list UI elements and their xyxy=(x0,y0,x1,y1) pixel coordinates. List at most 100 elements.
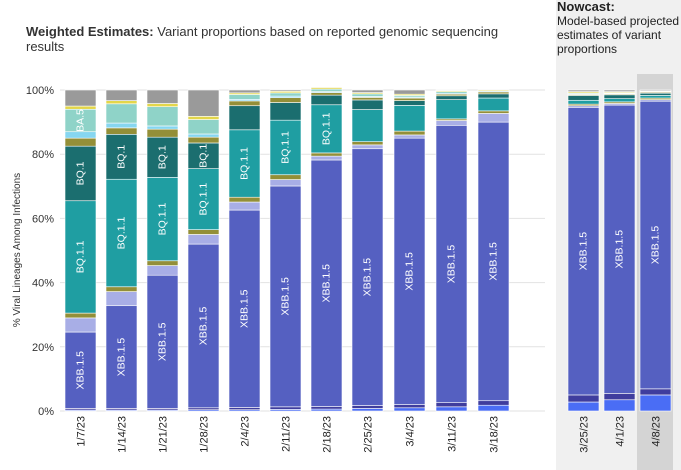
bar-segment[interactable] xyxy=(105,286,138,292)
bar-segment[interactable] xyxy=(351,89,384,93)
bar-2/4/23[interactable] xyxy=(228,89,261,412)
bar-segment-BQ.1.1[interactable] xyxy=(269,119,302,176)
bar-segment[interactable] xyxy=(393,89,426,95)
bar-segment[interactable] xyxy=(393,407,426,412)
bar-segment-XBB.1.5[interactable] xyxy=(351,148,384,406)
bar-segment-BQ.1[interactable] xyxy=(603,94,636,99)
bar-segment[interactable] xyxy=(228,89,261,94)
bar-segment-BA.5[interactable] xyxy=(187,119,220,135)
bar-segment[interactable] xyxy=(351,141,384,146)
bar-segment-XBB.1.5[interactable] xyxy=(639,100,672,390)
bar-segment-BQ.1[interactable] xyxy=(393,100,426,106)
bar-segment[interactable] xyxy=(228,100,261,107)
bar-segment[interactable] xyxy=(187,136,220,144)
bar-segment-BQ.1.1[interactable] xyxy=(64,200,97,314)
bar-segment[interactable] xyxy=(228,196,261,203)
bar-segment-BQ.1.1[interactable] xyxy=(146,177,179,262)
bar-segment-XBB.1.5[interactable] xyxy=(187,243,220,409)
bar-segment-BA.5[interactable] xyxy=(351,93,384,97)
bar-segment[interactable] xyxy=(146,128,179,138)
bar-segment-BQ.1[interactable] xyxy=(146,136,179,178)
bar-segment-BQ.1.1[interactable] xyxy=(105,178,138,288)
bar-segment[interactable] xyxy=(310,92,343,96)
bar-segment[interactable] xyxy=(639,388,672,396)
bar-segment-BQ.1.1[interactable] xyxy=(310,104,343,154)
bar-segment[interactable] xyxy=(567,89,600,92)
bar-segment[interactable] xyxy=(64,137,97,147)
bar-segment[interactable] xyxy=(435,89,468,91)
bar-segment[interactable] xyxy=(351,144,384,150)
bar-segment[interactable] xyxy=(146,89,179,104)
bar-segment-BA.5[interactable] xyxy=(310,88,343,92)
bar-2/25/23[interactable] xyxy=(351,89,384,412)
bar-segment-BQ.1[interactable] xyxy=(351,99,384,110)
bar-segment[interactable] xyxy=(269,174,302,180)
bar-segment-XBB.1.5[interactable] xyxy=(567,107,600,396)
bar-segment-BQ.1.1[interactable] xyxy=(187,168,220,230)
bar-3/25/23[interactable] xyxy=(567,89,600,412)
bar-segment-BQ.1[interactable] xyxy=(310,94,343,106)
bar-4/8/23[interactable] xyxy=(639,89,672,412)
bar-segment[interactable] xyxy=(567,401,600,412)
bar-1/7/23[interactable] xyxy=(64,89,97,412)
bar-segment[interactable] xyxy=(187,116,220,120)
bar-3/18/23[interactable] xyxy=(477,89,510,412)
bar-segment[interactable] xyxy=(351,405,384,409)
bar-segment-XBB.1.5[interactable] xyxy=(105,305,138,409)
bar-segment-BA.5[interactable] xyxy=(228,94,261,100)
bar-segment-BQ.1[interactable] xyxy=(435,95,468,100)
bar-segment[interactable] xyxy=(64,317,97,333)
bar-segment-BQ.1[interactable] xyxy=(187,142,220,169)
bar-segment-BQ.1.1[interactable] xyxy=(351,109,384,142)
bar-segment[interactable] xyxy=(105,89,138,101)
bar-segment[interactable] xyxy=(187,133,220,138)
bar-segment[interactable] xyxy=(351,408,384,412)
bar-segment-XBB.1.5[interactable] xyxy=(435,125,468,403)
bar-segment[interactable] xyxy=(639,394,672,412)
bar-segment-XBB.1.5[interactable] xyxy=(393,137,426,405)
bar-segment[interactable] xyxy=(393,404,426,409)
bar-segment-BQ.1[interactable] xyxy=(477,93,510,99)
bar-segment[interactable] xyxy=(269,97,302,103)
bar-segment[interactable] xyxy=(567,394,600,403)
bar-segment[interactable] xyxy=(435,406,468,412)
bar-segment-BQ.1.1[interactable] xyxy=(393,105,426,132)
bar-segment[interactable] xyxy=(187,234,220,245)
bar-1/28/23[interactable] xyxy=(187,89,220,412)
bar-segment[interactable] xyxy=(603,393,636,401)
bar-4/1/23[interactable] xyxy=(603,89,636,412)
bar-segment-BQ.1.1[interactable] xyxy=(228,129,261,198)
bar-segment-XBB.1.5[interactable] xyxy=(310,159,343,407)
bar-segment[interactable] xyxy=(269,179,302,187)
bar-segment[interactable] xyxy=(603,399,636,412)
bar-segment-XBB.1.5[interactable] xyxy=(228,209,261,408)
bar-segment[interactable] xyxy=(477,110,510,114)
bar-segment[interactable] xyxy=(105,291,138,307)
bar-segment[interactable] xyxy=(393,134,426,139)
bar-segment[interactable] xyxy=(269,406,302,410)
bar-segment[interactable] xyxy=(477,400,510,406)
bar-segment[interactable] xyxy=(477,404,510,412)
bar-segment-BQ.1.1[interactable] xyxy=(567,99,600,105)
bar-segment-BQ.1.1[interactable] xyxy=(639,95,672,99)
bar-segment-BQ.1[interactable] xyxy=(567,95,600,101)
bar-3/4/23[interactable] xyxy=(393,89,426,412)
bar-segment[interactable] xyxy=(187,229,220,235)
bar-segment-BQ.1[interactable] xyxy=(105,133,138,180)
bar-segment-XBB.1.5[interactable] xyxy=(603,104,636,394)
bar-segment[interactable] xyxy=(105,100,138,105)
bar-segment-XBB.1.5[interactable] xyxy=(64,331,97,409)
bar-segment[interactable] xyxy=(146,265,179,276)
bar-segment[interactable] xyxy=(435,402,468,408)
bar-segment-BQ.1.1[interactable] xyxy=(603,98,636,103)
bar-segment[interactable] xyxy=(435,120,468,126)
bar-segment[interactable] xyxy=(228,201,261,211)
bar-segment[interactable] xyxy=(477,113,510,123)
bar-segment-XBB.1.5[interactable] xyxy=(269,185,302,408)
bar-segment-BQ.1[interactable] xyxy=(64,145,97,202)
bar-segment[interactable] xyxy=(64,105,97,110)
bar-segment-BA.5[interactable] xyxy=(105,103,138,124)
bar-segment[interactable] xyxy=(64,312,97,319)
bar-segment[interactable] xyxy=(105,127,138,135)
bar-segment[interactable] xyxy=(228,407,261,411)
